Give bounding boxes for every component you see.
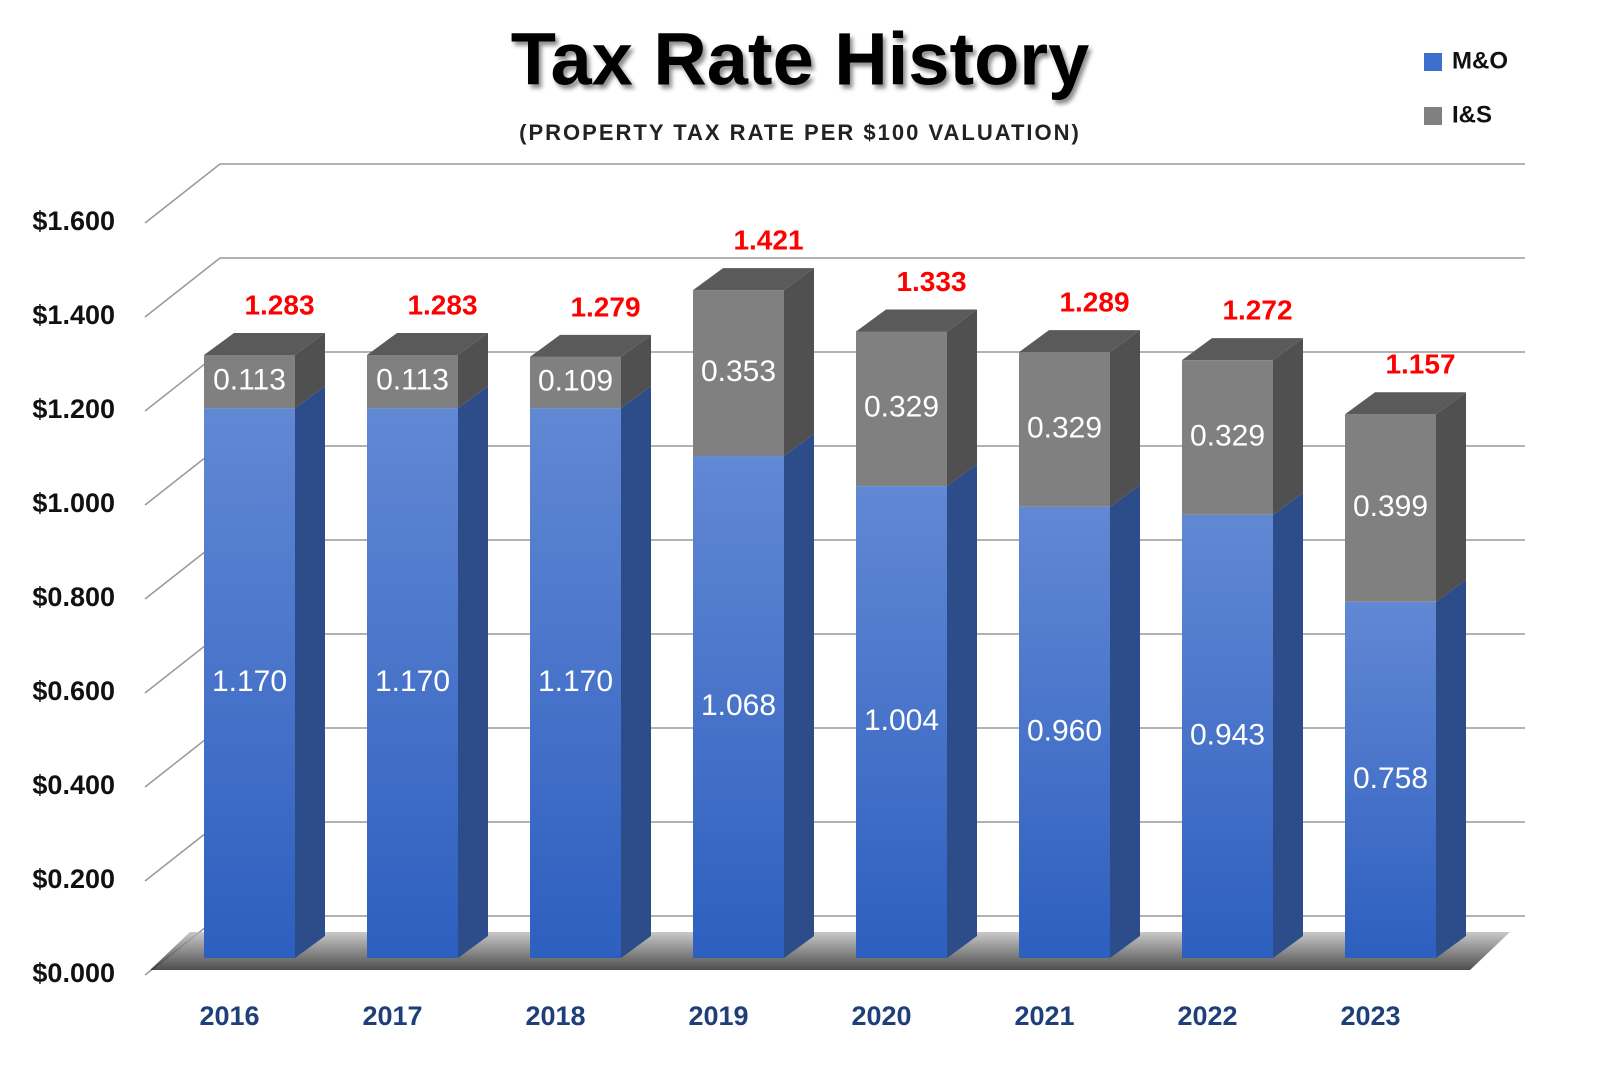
value-label: 1.170 xyxy=(212,665,287,698)
bar-side xyxy=(947,309,977,487)
grid xyxy=(144,633,1525,694)
grid xyxy=(144,351,1525,412)
value-label: 1.004 xyxy=(864,704,939,737)
x-tick-label: 2018 xyxy=(525,1001,585,1031)
bar-segment xyxy=(856,331,947,487)
value-label: 0.109 xyxy=(538,364,613,397)
bar-side xyxy=(1436,579,1466,958)
grid xyxy=(144,727,1525,788)
bar-segment xyxy=(1019,506,1110,958)
bar-side xyxy=(1436,392,1466,602)
bar-segment xyxy=(367,408,458,959)
bar-side xyxy=(295,386,325,959)
legend-label: M&O xyxy=(1452,47,1508,74)
value-label: 0.758 xyxy=(1353,762,1428,795)
y-tick-label: $0.600 xyxy=(32,676,115,706)
value-label: 0.399 xyxy=(1353,490,1428,523)
total-label: 1.279 xyxy=(570,291,640,322)
y-tick-label: $0.200 xyxy=(32,864,115,894)
bar-segment xyxy=(856,486,947,958)
value-label: 1.068 xyxy=(701,689,776,722)
bar-segment xyxy=(204,354,295,409)
chart-title: Tax Rate History xyxy=(511,18,1090,101)
bar-segment xyxy=(1345,414,1436,602)
x-tick-label: 2020 xyxy=(851,1001,911,1031)
total-label: 1.283 xyxy=(407,289,477,320)
bar-side xyxy=(295,332,325,409)
bar-side xyxy=(947,464,977,958)
grid-diagonal xyxy=(144,257,221,318)
bar-segment xyxy=(530,356,621,409)
bar-segment xyxy=(367,354,458,409)
y-tick-label: $0.400 xyxy=(32,770,115,800)
x-tick-label: 2023 xyxy=(1340,1001,1400,1031)
value-label: 0.329 xyxy=(864,391,939,424)
y-tick-label: $1.600 xyxy=(32,206,115,236)
grid xyxy=(144,163,1525,224)
grid xyxy=(144,539,1525,600)
bar-segment xyxy=(204,408,295,959)
bar-top xyxy=(530,334,651,357)
value-label: 0.960 xyxy=(1027,714,1102,747)
total-label: 1.333 xyxy=(896,266,966,297)
bar-side xyxy=(784,434,814,958)
grid xyxy=(144,445,1525,506)
bar-segment xyxy=(1182,514,1273,958)
value-label: 0.113 xyxy=(213,363,286,396)
total-label: 1.272 xyxy=(1222,295,1292,326)
x-tick-label: 2021 xyxy=(1014,1001,1074,1031)
bar-segment xyxy=(530,408,621,959)
bar-segment xyxy=(1345,601,1436,958)
total-label: 1.283 xyxy=(244,289,314,320)
bar-segment xyxy=(693,456,784,958)
legend-swatch xyxy=(1424,107,1442,125)
x-tick-label: 2022 xyxy=(1177,1001,1237,1031)
value-label: 1.170 xyxy=(538,665,613,698)
bar-side xyxy=(1110,330,1140,507)
value-label: 0.353 xyxy=(701,355,776,388)
grid-diagonal xyxy=(144,163,221,224)
x-tick-label: 2019 xyxy=(688,1001,748,1031)
y-tick-label: $1.000 xyxy=(32,488,115,518)
bar-top xyxy=(1345,392,1466,415)
bar-top xyxy=(693,268,814,291)
value-label: 0.113 xyxy=(376,363,449,396)
y-tick-label: $1.400 xyxy=(32,300,115,330)
chart-subtitle: (PROPERTY TAX RATE PER $100 VALUATION) xyxy=(519,120,1081,145)
bar-side xyxy=(1273,338,1303,515)
y-tick-label: $1.200 xyxy=(32,394,115,424)
y-tick-label: $0.800 xyxy=(32,582,115,612)
bar-side xyxy=(1110,484,1140,958)
bar-side xyxy=(1273,492,1303,958)
grid xyxy=(144,257,1525,318)
x-tick-label: 2016 xyxy=(199,1001,259,1031)
bar-segment xyxy=(1182,360,1273,515)
total-label: 1.421 xyxy=(733,225,803,256)
y-tick-label: $0.000 xyxy=(32,958,115,988)
bar-side xyxy=(784,268,814,457)
value-label: 1.170 xyxy=(375,665,450,698)
bar-top xyxy=(1019,330,1140,353)
bar-side xyxy=(458,332,488,409)
value-label: 0.329 xyxy=(1190,419,1265,452)
bar-segment xyxy=(693,290,784,457)
bar-segment xyxy=(1019,352,1110,507)
bar-top xyxy=(1182,338,1303,361)
floor xyxy=(150,932,1510,970)
bar-top xyxy=(856,309,977,332)
x-tick-label: 2017 xyxy=(362,1001,422,1031)
bar-side xyxy=(621,386,651,959)
total-label: 1.157 xyxy=(1385,349,1455,380)
bar-top xyxy=(204,332,325,355)
legend-label: I&S xyxy=(1452,101,1492,128)
grid xyxy=(144,821,1525,882)
total-label: 1.289 xyxy=(1059,287,1129,318)
value-label: 0.329 xyxy=(1027,411,1102,444)
value-label: 0.943 xyxy=(1190,718,1265,751)
bar-top xyxy=(367,332,488,355)
legend-swatch xyxy=(1424,53,1442,71)
bar-side xyxy=(458,386,488,959)
bar-side xyxy=(621,334,651,409)
